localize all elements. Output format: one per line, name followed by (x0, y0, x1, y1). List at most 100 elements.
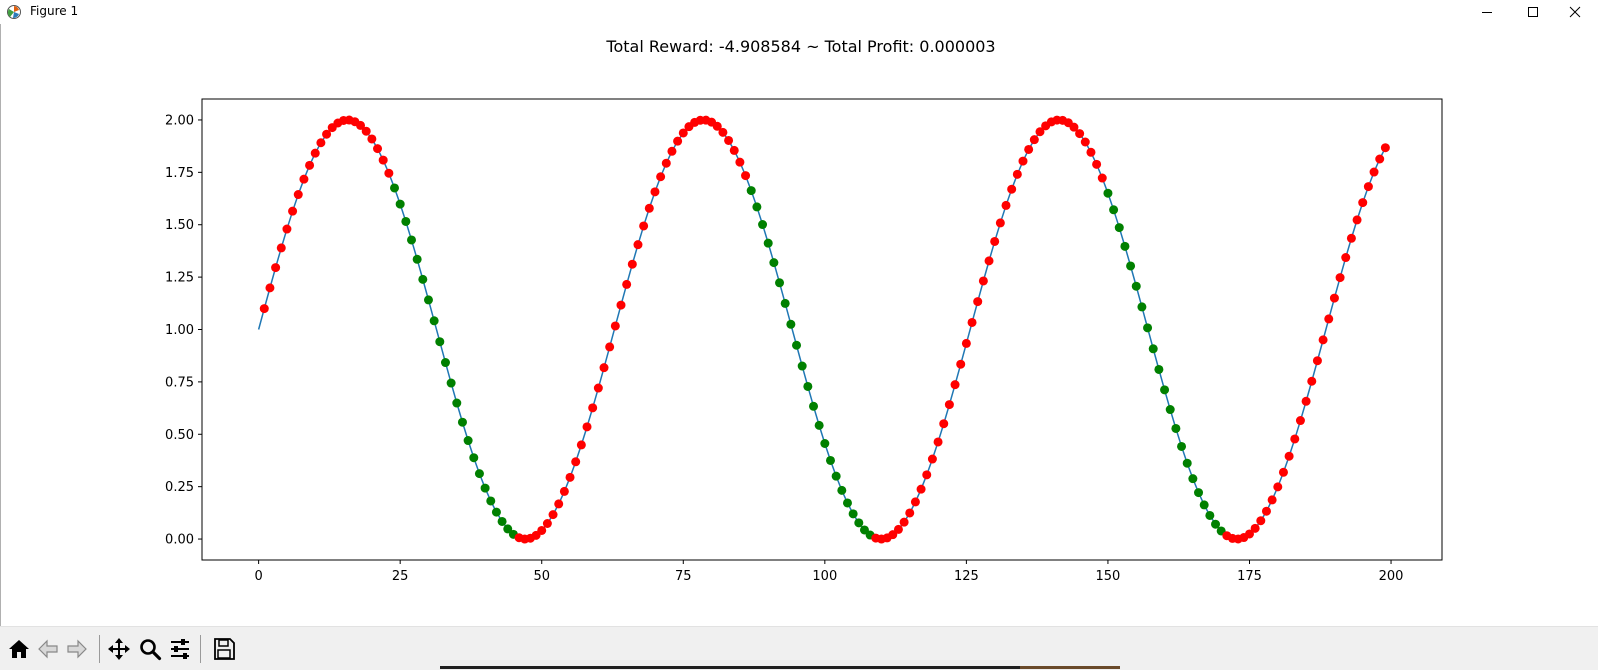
sell-marker (1148, 344, 1158, 354)
buy-marker (605, 342, 615, 352)
buy-marker (1069, 122, 1079, 132)
buy-marker (910, 497, 920, 507)
buy-marker (373, 144, 383, 154)
buy-marker (984, 256, 994, 266)
close-icon (1569, 6, 1581, 18)
buy-marker (1075, 129, 1085, 139)
sell-marker (390, 183, 400, 193)
sell-marker (758, 220, 768, 230)
minimize-icon (1482, 12, 1492, 13)
buy-marker (1329, 293, 1339, 303)
buy-marker (650, 187, 660, 197)
buy-marker (299, 174, 309, 184)
sell-marker (1188, 474, 1198, 484)
save-button[interactable] (210, 635, 238, 663)
minimize-button[interactable] (1464, 0, 1510, 24)
buy-marker (276, 243, 286, 253)
buy-marker (1358, 198, 1368, 208)
x-tick-label: 50 (533, 569, 550, 584)
y-tick-label: 1.00 (165, 323, 194, 338)
buy-marker (656, 172, 666, 182)
sell-marker (1160, 385, 1170, 395)
sell-marker (848, 509, 858, 519)
buy-marker (1352, 215, 1362, 225)
buy-marker (316, 138, 326, 148)
back-arrow-icon (38, 639, 58, 659)
y-tick-label: 1.25 (165, 271, 194, 286)
zoom-button[interactable] (136, 635, 164, 663)
sell-marker (1154, 364, 1164, 374)
buy-marker (1024, 144, 1034, 154)
sell-marker (395, 199, 405, 209)
sell-marker (746, 186, 756, 196)
sell-marker (1199, 500, 1209, 510)
pan-button[interactable] (105, 635, 133, 663)
buy-marker (361, 126, 371, 136)
buy-marker (599, 363, 609, 373)
figure-canvas[interactable]: Total Reward: -4.908584 ~ Total Profit: … (0, 24, 1598, 626)
sell-marker (469, 453, 479, 463)
x-tick-label: 25 (392, 569, 409, 584)
buy-marker (1284, 451, 1294, 461)
buy-marker (978, 276, 988, 286)
buy-marker (1335, 273, 1345, 283)
buy-marker (1290, 434, 1300, 444)
buy-marker (667, 146, 677, 156)
buy-marker (1375, 154, 1385, 164)
zoom-icon (140, 639, 162, 661)
sell-marker (446, 378, 456, 388)
y-tick-label: 0.00 (165, 533, 194, 548)
background-taskbar-strip (1020, 666, 1120, 669)
back-button[interactable] (34, 635, 62, 663)
configure-subplots-button[interactable] (166, 635, 194, 663)
chart-title: Total Reward: -4.908584 ~ Total Profit: … (605, 37, 995, 56)
y-tick-label: 0.75 (165, 375, 194, 390)
buy-marker (927, 454, 937, 464)
buy-marker (1035, 127, 1045, 137)
save-icon (214, 638, 235, 660)
sell-marker (763, 238, 773, 248)
buy-marker (1007, 184, 1017, 194)
buy-marker (1244, 529, 1254, 539)
buy-marker (967, 317, 977, 327)
buy-marker (1341, 253, 1351, 263)
sell-marker (769, 258, 779, 268)
forward-button[interactable] (63, 635, 91, 663)
sell-marker (1137, 302, 1147, 312)
sell-marker (1103, 188, 1113, 198)
buy-marker (724, 135, 734, 145)
buy-marker (622, 279, 632, 289)
sell-marker (825, 455, 835, 465)
window-border (0, 24, 1, 669)
home-button[interactable] (5, 635, 33, 663)
buy-marker (571, 457, 581, 467)
sell-marker (780, 298, 790, 308)
sell-marker (1114, 223, 1124, 233)
window-title: Figure 1 (30, 4, 79, 18)
buy-marker (378, 155, 388, 165)
sell-marker (814, 420, 824, 430)
x-tick-label: 125 (954, 569, 979, 584)
window-titlebar: Figure 1 (0, 0, 1598, 24)
buy-marker (259, 304, 269, 314)
buy-marker (322, 129, 332, 139)
maximize-icon (1528, 7, 1538, 17)
sell-marker (407, 235, 416, 245)
buy-marker (741, 171, 751, 181)
buy-marker (1273, 482, 1283, 492)
plot-frame (201, 98, 1443, 561)
sell-marker (418, 274, 428, 284)
position-markers (259, 115, 1390, 544)
buy-marker (735, 157, 745, 167)
sell-marker (1109, 205, 1119, 215)
close-button[interactable] (1552, 0, 1598, 24)
buy-marker (1312, 356, 1322, 366)
buy-marker (1301, 396, 1311, 406)
sell-marker (491, 507, 501, 517)
maximize-button[interactable] (1510, 0, 1556, 24)
y-tick-label: 2.00 (165, 113, 194, 128)
x-tick-label: 150 (1096, 569, 1121, 584)
sell-marker (474, 469, 484, 479)
buy-marker (548, 510, 558, 520)
buy-marker (933, 437, 943, 447)
